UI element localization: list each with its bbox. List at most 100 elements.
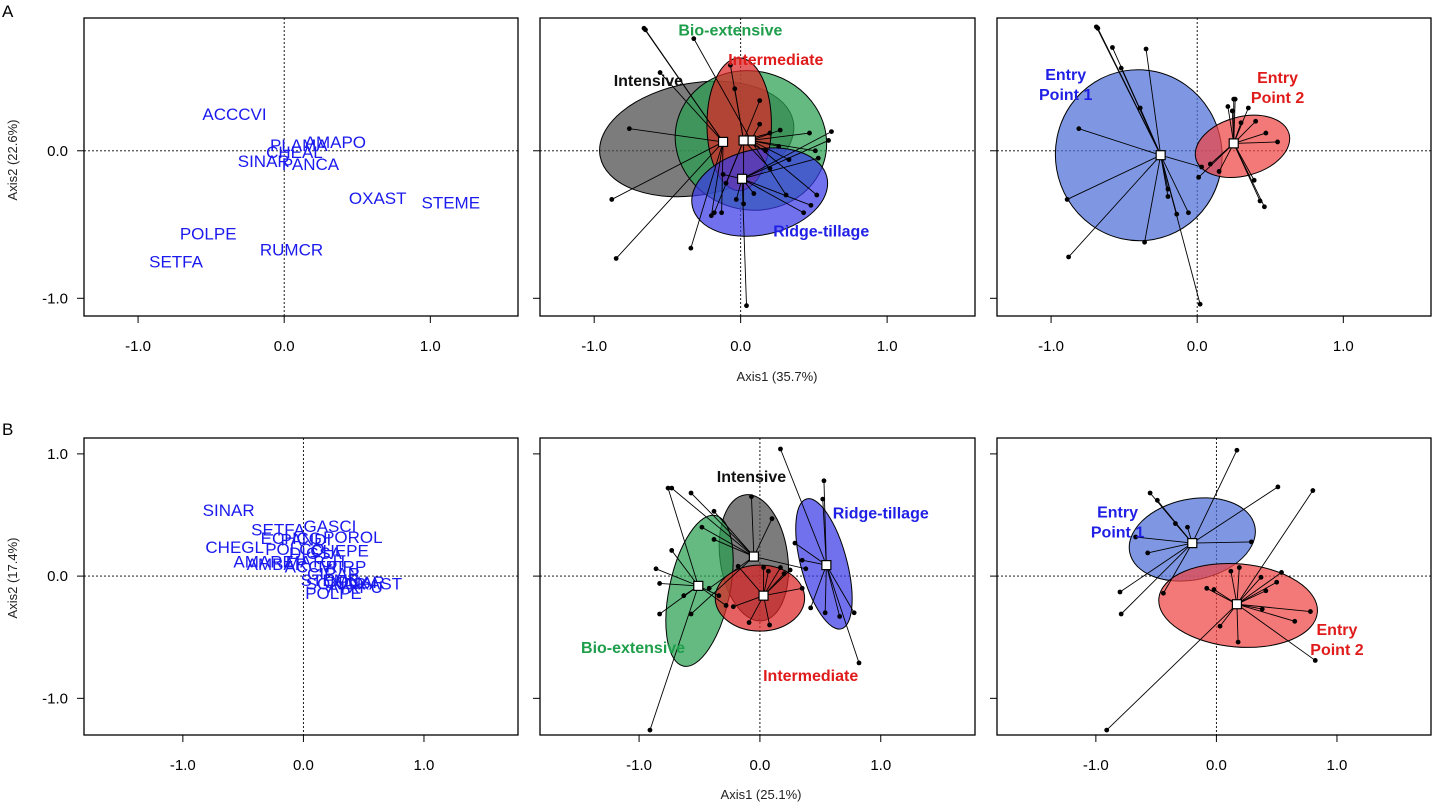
site-point bbox=[728, 62, 733, 68]
site-point bbox=[1076, 126, 1082, 132]
site-point bbox=[761, 565, 766, 570]
group-label-intermediate: Intermediate bbox=[728, 52, 823, 69]
centroid-entry-point-2 bbox=[1231, 599, 1243, 610]
ellipse-ridge-tillage bbox=[691, 147, 829, 237]
species-label-digsa: DIGSA bbox=[289, 544, 343, 563]
site-point bbox=[1160, 590, 1166, 596]
spoke-line bbox=[1233, 107, 1249, 144]
group-label-line: Entry bbox=[1317, 622, 1358, 639]
species-label-sinar: SINAR bbox=[203, 501, 255, 520]
site-point bbox=[609, 197, 615, 202]
spoke-line bbox=[753, 518, 773, 557]
species-label-cheal: CHEAL bbox=[266, 143, 323, 162]
site-point bbox=[669, 548, 675, 553]
site-point bbox=[741, 201, 746, 207]
spoke-line bbox=[1192, 486, 1279, 544]
species-label-oxast: OXAST bbox=[349, 189, 407, 208]
species-label-steme: STEME bbox=[301, 571, 360, 590]
spoke-line bbox=[825, 564, 841, 617]
site-point bbox=[767, 622, 772, 628]
x-tick-label: 1.0 bbox=[420, 338, 441, 355]
spoke-line bbox=[780, 448, 827, 566]
row-letter-b: B bbox=[2, 420, 13, 439]
x-tick-label: -1.0 bbox=[1038, 338, 1064, 355]
site-point bbox=[719, 210, 725, 216]
site-point bbox=[1117, 589, 1123, 595]
spoke-line bbox=[1095, 26, 1162, 156]
spoke-line bbox=[750, 140, 816, 152]
panel-frame bbox=[83, 437, 519, 736]
spoke-line bbox=[825, 564, 855, 614]
site-point bbox=[688, 611, 694, 617]
site-point bbox=[1248, 539, 1254, 545]
site-point bbox=[1229, 108, 1235, 114]
group-label-line: Entry bbox=[1097, 504, 1138, 521]
spoke-line bbox=[1191, 450, 1238, 544]
y-tick-label: 1.0 bbox=[47, 446, 68, 463]
x-tick-label: 0.0 bbox=[293, 757, 314, 774]
site-point bbox=[669, 485, 675, 491]
site-point bbox=[1173, 521, 1178, 526]
site-point bbox=[733, 197, 739, 202]
spoke-line bbox=[690, 556, 755, 615]
species-label-cirar: CIRAR bbox=[307, 565, 360, 584]
site-point bbox=[757, 98, 763, 104]
site-point bbox=[808, 605, 814, 611]
site-point bbox=[1279, 570, 1284, 575]
site-point bbox=[657, 581, 663, 586]
site-point bbox=[792, 540, 798, 546]
spoke-line bbox=[659, 582, 699, 587]
site-point bbox=[1118, 65, 1124, 71]
site-point bbox=[1207, 161, 1213, 167]
site-point bbox=[1142, 239, 1147, 245]
site-point bbox=[1275, 484, 1281, 490]
x-tick-label: 1.0 bbox=[877, 338, 898, 355]
site-point bbox=[688, 245, 694, 251]
site-point bbox=[787, 567, 793, 573]
group-label-intensive: Intensive bbox=[717, 469, 786, 486]
spoke-line bbox=[721, 141, 724, 213]
spoke-line bbox=[611, 141, 724, 200]
species-label-polco: POLCO bbox=[265, 540, 325, 559]
site-point bbox=[1275, 139, 1280, 145]
x-tick-label: -1.0 bbox=[626, 757, 652, 774]
x-tick-label: -1.0 bbox=[581, 338, 607, 355]
species-label-echcg: ECHCG bbox=[261, 529, 322, 548]
species-label-setfa: SETFA bbox=[251, 521, 306, 540]
spoke-line bbox=[629, 128, 724, 143]
species-label-porol: POROL bbox=[323, 528, 383, 547]
site-point bbox=[716, 593, 722, 599]
site-point bbox=[1186, 210, 1191, 216]
spoke-line bbox=[743, 100, 761, 141]
row-letter-a: A bbox=[2, 2, 14, 21]
spoke-line bbox=[1198, 143, 1235, 178]
site-point bbox=[1238, 120, 1244, 126]
row-a-ylabel: Axis2 (22.6%) bbox=[5, 120, 20, 201]
site-point bbox=[1137, 105, 1143, 111]
site-point bbox=[1232, 96, 1238, 102]
site-point bbox=[626, 126, 632, 132]
centroid-intermediate bbox=[738, 135, 749, 146]
site-point bbox=[821, 478, 827, 484]
spoke-line bbox=[615, 141, 724, 259]
site-point bbox=[1196, 174, 1202, 180]
site-point bbox=[1143, 46, 1149, 52]
spoke-line bbox=[659, 72, 724, 143]
panel-a-1: -1.0 0.0 1.0 -1.0 0.0 bbox=[42, 17, 519, 355]
spoke-line bbox=[1236, 603, 1311, 613]
site-point bbox=[699, 524, 705, 530]
spoke-line bbox=[1160, 154, 1202, 168]
site-point bbox=[1217, 623, 1223, 629]
y-tick-label: 0.0 bbox=[47, 568, 68, 585]
site-point bbox=[1234, 447, 1240, 453]
site-point bbox=[1236, 565, 1242, 570]
site-point bbox=[681, 593, 687, 599]
site-point bbox=[647, 727, 653, 733]
centroid-ridge-tillage bbox=[821, 560, 832, 571]
spoke-line bbox=[713, 511, 755, 557]
group-label-entry-point-1: Entry Point 1 bbox=[1039, 67, 1092, 104]
species-label-sonar: SONAR bbox=[306, 574, 366, 593]
spoke-line bbox=[713, 140, 745, 213]
spoke-line bbox=[1068, 154, 1161, 258]
species-label-panca: PANCA bbox=[282, 155, 340, 174]
